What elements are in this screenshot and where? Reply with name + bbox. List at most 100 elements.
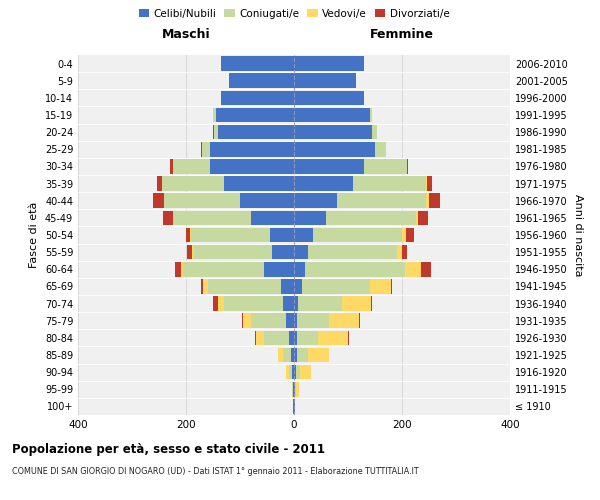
Bar <box>221 56 294 71</box>
Bar <box>294 382 295 396</box>
Bar <box>294 90 364 105</box>
Bar <box>294 194 426 208</box>
Bar <box>294 330 296 345</box>
Bar <box>294 348 329 362</box>
Bar <box>229 74 294 88</box>
Bar <box>208 279 294 293</box>
Y-axis label: Fasce di età: Fasce di età <box>29 202 39 268</box>
Bar <box>294 108 370 122</box>
Bar <box>294 125 377 140</box>
Bar <box>162 176 294 191</box>
Bar <box>270 228 294 242</box>
Bar <box>218 296 294 311</box>
Bar <box>294 228 415 242</box>
Bar <box>242 314 294 328</box>
Bar <box>294 194 440 208</box>
Y-axis label: Anni di nascita: Anni di nascita <box>573 194 583 276</box>
Bar <box>229 74 294 88</box>
Bar <box>162 176 294 191</box>
Bar <box>221 90 294 105</box>
Bar <box>289 365 294 380</box>
Bar <box>294 330 349 345</box>
Bar <box>213 108 294 122</box>
Bar <box>173 159 294 174</box>
Bar <box>186 228 294 242</box>
Bar <box>294 314 359 328</box>
Bar <box>278 348 294 362</box>
Bar <box>294 90 364 105</box>
Bar <box>283 348 294 362</box>
Bar <box>294 74 356 88</box>
Text: Femmine: Femmine <box>370 28 434 42</box>
Bar <box>294 365 296 380</box>
Bar <box>294 74 356 88</box>
Bar <box>202 142 294 156</box>
Bar <box>294 348 308 362</box>
Bar <box>294 279 391 293</box>
Bar <box>294 159 409 174</box>
Bar <box>224 176 294 191</box>
Bar <box>294 262 421 276</box>
Bar <box>213 296 294 311</box>
Bar <box>294 210 418 225</box>
Bar <box>294 228 406 242</box>
Bar <box>173 159 294 174</box>
Bar <box>292 348 294 362</box>
Bar <box>272 245 294 260</box>
Bar <box>294 194 337 208</box>
Bar <box>294 108 372 122</box>
Bar <box>229 74 294 88</box>
Bar <box>173 210 294 225</box>
Bar <box>294 74 356 88</box>
Bar <box>294 382 299 396</box>
Bar <box>294 314 329 328</box>
Bar <box>170 159 294 174</box>
Bar <box>294 56 364 71</box>
Bar <box>164 194 294 208</box>
Bar <box>164 194 294 208</box>
Bar <box>293 382 294 396</box>
Bar <box>213 108 294 122</box>
Bar <box>294 365 311 380</box>
Bar <box>184 262 294 276</box>
Bar <box>202 142 294 156</box>
Text: COMUNE DI SAN GIORGIO DI NOGARO (UD) - Dati ISTAT 1° gennaio 2011 - Elaborazione: COMUNE DI SAN GIORGIO DI NOGARO (UD) - D… <box>12 468 419 476</box>
Bar <box>294 176 426 191</box>
Bar <box>292 382 294 396</box>
Bar <box>289 330 294 345</box>
Bar <box>294 296 371 311</box>
Bar <box>221 90 294 105</box>
Bar <box>294 56 364 71</box>
Bar <box>294 90 364 105</box>
Bar <box>294 210 326 225</box>
Bar <box>175 262 294 276</box>
Bar <box>294 296 298 311</box>
Bar <box>294 262 431 276</box>
Bar <box>211 142 294 156</box>
Bar <box>294 142 375 156</box>
Bar <box>294 262 404 276</box>
Bar <box>294 399 295 413</box>
Bar <box>221 90 294 105</box>
Bar <box>294 176 432 191</box>
Bar <box>251 210 294 225</box>
Bar <box>255 330 294 345</box>
Bar <box>218 125 294 140</box>
Text: Maschi: Maschi <box>161 28 211 42</box>
Bar <box>294 142 386 156</box>
Bar <box>294 56 364 71</box>
Bar <box>203 279 294 293</box>
Bar <box>294 142 386 156</box>
Bar <box>294 159 407 174</box>
Bar <box>294 365 311 380</box>
Bar <box>294 228 402 242</box>
Bar <box>173 210 294 225</box>
Bar <box>294 314 296 328</box>
Bar <box>292 382 294 396</box>
Text: Popolazione per età, sesso e stato civile - 2011: Popolazione per età, sesso e stato civil… <box>12 442 325 456</box>
Bar <box>251 314 294 328</box>
Bar <box>283 296 294 311</box>
Bar <box>294 90 364 105</box>
Bar <box>224 296 294 311</box>
Bar <box>294 314 360 328</box>
